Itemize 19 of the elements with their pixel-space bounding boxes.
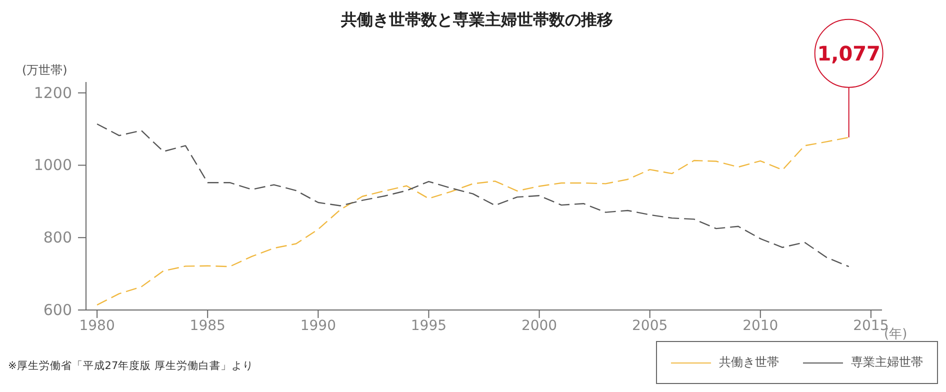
- y-tick-label: 1000: [34, 156, 72, 174]
- y-tick-label: 600: [43, 301, 72, 319]
- y-tick-label: 800: [43, 228, 72, 247]
- legend-label: 専業主婦世帯: [851, 354, 923, 371]
- x-tick-label: 2005: [632, 318, 668, 334]
- x-tick-label: 2000: [521, 318, 558, 334]
- line-series: [96, 123, 850, 268]
- chart-title: 共働き世帯数と専業主婦世帯数の推移: [340, 10, 614, 31]
- text: ※厚生労働省「平成27年度版 厚生労働白書」より: [8, 359, 254, 373]
- legend-label: 共働き世帯: [719, 354, 779, 371]
- x-tick-label: 1995: [410, 318, 447, 334]
- x-tick-label: 1985: [190, 318, 226, 334]
- y-axis-title: (万世帯): [22, 62, 68, 79]
- x-tick-label: 2010: [742, 318, 778, 334]
- y-tick-label: 1200: [34, 84, 72, 102]
- x-tick-label: 1980: [79, 318, 115, 334]
- annotation: 1,077: [817, 41, 880, 66]
- x-tick-label: 1990: [300, 318, 336, 334]
- line-series: [96, 136, 850, 306]
